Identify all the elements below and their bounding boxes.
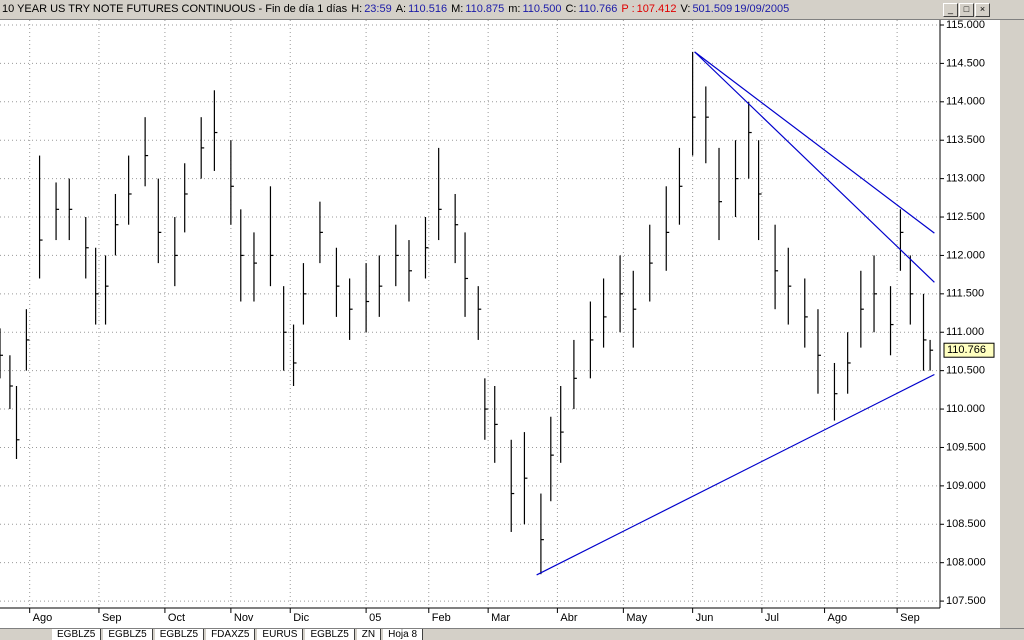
y-tick-label: 111.500	[946, 288, 984, 300]
sheet-tab[interactable]: EGBLZ5	[52, 629, 102, 640]
x-tick-label: Jun	[696, 612, 714, 624]
window-buttons: _ □ ×	[943, 3, 990, 17]
x-tick-label: Mar	[491, 612, 510, 624]
y-tick-label: 109.000	[946, 480, 986, 492]
field-value: 110.500	[522, 3, 562, 15]
field-value: 19/09/2005	[734, 3, 790, 15]
field-label: A:	[395, 3, 407, 15]
y-tick-label: 113.500	[946, 134, 985, 146]
sheet-tab[interactable]: EGBLZ5	[305, 629, 355, 640]
y-tick-label: 112.000	[946, 249, 985, 261]
field-label: m:	[508, 3, 521, 15]
field-label: H:	[351, 3, 363, 15]
x-tick-label: Jul	[765, 612, 779, 624]
y-tick-label: 112.500	[946, 211, 985, 223]
last-price-box	[943, 342, 995, 358]
x-tick-label: May	[626, 612, 647, 624]
sheet-tab[interactable]: FDAXZ5	[206, 629, 256, 640]
y-tick-label: 108.000	[946, 557, 986, 569]
x-tick-label: Abr	[560, 612, 577, 624]
x-tick-label: Feb	[432, 612, 451, 624]
trendline	[536, 373, 935, 576]
plot-area	[0, 20, 940, 608]
header-title: 10 YEAR US TRY NOTE FUTURES CONTINUOUS -…	[2, 3, 348, 15]
x-tick-label: Nov	[234, 612, 254, 624]
field-value: 110.516	[408, 3, 448, 15]
field-value: 23:59	[364, 3, 392, 15]
y-tick-label: 115.000	[946, 19, 985, 31]
y-tick-label: 114.500	[946, 57, 985, 69]
field-value: 110.875	[465, 3, 505, 15]
sheet-tab[interactable]: Hoja 8	[383, 629, 424, 640]
y-tick-label: 113.000	[946, 173, 985, 185]
header: 10 YEAR US TRY NOTE FUTURES CONTINUOUS -…	[0, 0, 1024, 20]
trendline	[694, 51, 935, 234]
x-tick-label: 05	[369, 612, 381, 624]
x-tick-label: Sep	[102, 612, 122, 624]
minimize-button[interactable]: _	[943, 3, 958, 17]
x-tick-label: Oct	[168, 612, 185, 624]
y-tick-label: 107.500	[946, 595, 986, 607]
right-border	[1000, 20, 1024, 628]
x-tick-label: Sep	[900, 612, 920, 624]
close-button[interactable]: ×	[975, 3, 990, 17]
sheet-tab[interactable]: ZN	[356, 629, 382, 640]
sheet-tab[interactable]: EGBLZ5	[154, 629, 205, 640]
y-tick-label: 109.500	[946, 441, 986, 453]
sheet-tab[interactable]: EGBLZ5	[103, 629, 153, 640]
x-tick-label: Ago	[828, 612, 848, 624]
sheet-tab[interactable]: EURUS	[257, 629, 304, 640]
y-tick-label: 110.500	[946, 365, 985, 377]
field-label: C:	[565, 3, 577, 15]
last-price-label: 110.766	[947, 344, 986, 356]
trendline	[694, 51, 935, 283]
field-label: P :	[621, 3, 635, 15]
y-tick-label: 111.000	[946, 326, 984, 338]
field-value: 107.412	[636, 3, 677, 15]
field-label: M:	[451, 3, 464, 15]
y-tick-label: 110.000	[946, 403, 985, 415]
x-tick-label: Ago	[33, 612, 53, 624]
sheet-tabs: EGBLZ5 EGBLZ5 EGBLZ5 FDAXZ5 EURUS EGBLZ5 ZN Hoj…	[0, 628, 1024, 640]
field-label: V:	[680, 3, 691, 15]
x-tick-label: Dic	[293, 612, 309, 624]
y-tick-label: 114.000	[946, 96, 985, 108]
y-tick-label: 108.500	[946, 518, 986, 530]
maximize-button[interactable]: □	[959, 3, 974, 17]
field-value: 501.509	[692, 3, 733, 15]
field-value: 110.766	[578, 3, 618, 15]
